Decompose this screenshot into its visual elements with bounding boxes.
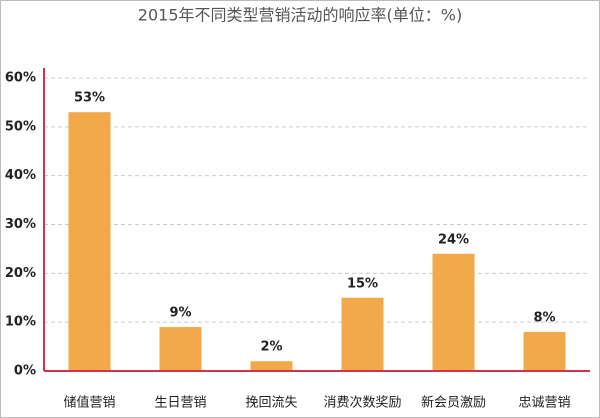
y-tick-label: 20%: [5, 266, 36, 281]
bar: [68, 112, 111, 371]
bar: [159, 327, 202, 371]
y-tick-label: 0%: [14, 364, 36, 379]
value-label: 53%: [74, 91, 105, 106]
y-tick-label: 40%: [5, 168, 36, 183]
x-tick-label: 挽回流失: [245, 396, 297, 411]
x-tick-label: 储值营销: [63, 395, 115, 411]
bar: [432, 253, 475, 371]
bar: [341, 297, 384, 371]
x-tick-label: 新会员激励: [421, 395, 486, 411]
x-tick-label: 生日营销: [154, 396, 206, 411]
y-tick-label: 10%: [5, 315, 36, 330]
y-tick-label: 50%: [5, 119, 36, 134]
value-label: 24%: [438, 232, 469, 247]
value-label: 15%: [347, 276, 378, 291]
chart-title: 2015年不同类型营销活动的响应率(单位：%): [138, 6, 462, 25]
y-tick-label: 60%: [5, 71, 36, 86]
value-label: 9%: [169, 306, 191, 321]
value-label: 2%: [260, 340, 282, 355]
x-tick-label: 忠诚营销: [518, 396, 570, 411]
bar: [250, 361, 293, 371]
bar: [523, 331, 566, 371]
y-tick-label: 30%: [5, 217, 36, 232]
value-label: 8%: [533, 310, 555, 325]
x-tick-label: 消费次数奖励: [323, 395, 401, 411]
